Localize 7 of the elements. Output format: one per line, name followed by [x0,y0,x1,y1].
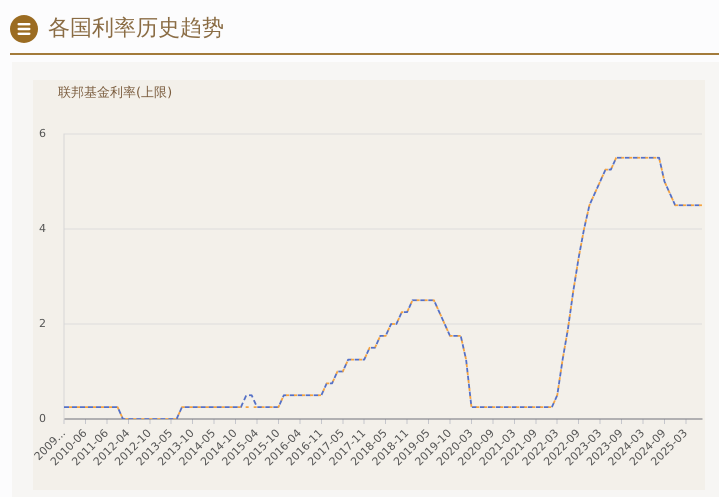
y-tick-label: 6 [39,126,46,140]
y-axis-title: 联邦基金利率(上限) [58,84,172,100]
line-series [63,156,703,419]
chart-title: 各国利率历史趋势 [48,15,224,43]
y-tick-label: 2 [39,316,46,330]
y-tick-label: 0 [39,412,46,425]
y-tick-label: 4 [39,222,46,235]
